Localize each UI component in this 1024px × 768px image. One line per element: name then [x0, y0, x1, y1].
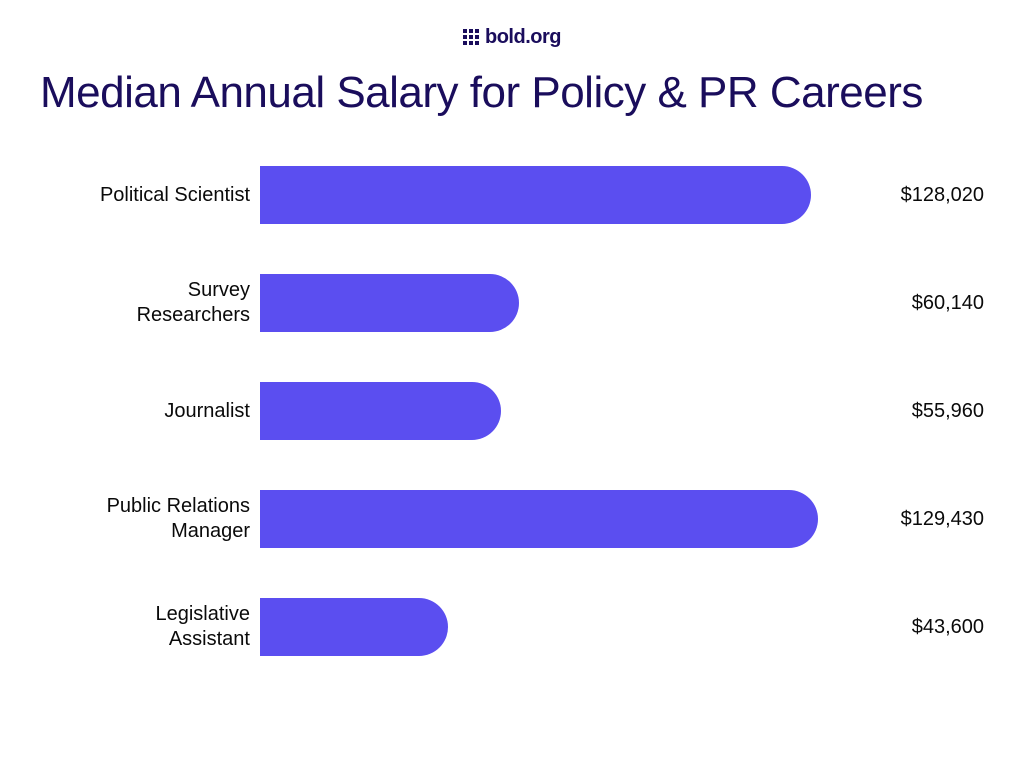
chart-row: Public Relations Manager $129,430	[80, 490, 984, 548]
bar	[260, 166, 811, 224]
bar-label: Political Scientist	[80, 183, 260, 208]
bar-track: $55,960	[260, 382, 984, 440]
logo-mark: bold.org	[463, 26, 561, 49]
bar-value: $43,600	[912, 616, 984, 639]
bar-label: Public Relations Manager	[80, 494, 260, 544]
bar-label: Survey Researchers	[80, 278, 260, 328]
bar-value: $55,960	[912, 400, 984, 423]
bar-value: $128,020	[901, 184, 984, 207]
bar	[260, 490, 818, 548]
chart-container: bold.org Median Annual Salary for Policy…	[0, 0, 1024, 746]
chart-row: Survey Researchers $60,140	[80, 274, 984, 332]
bar-track: $129,430	[260, 490, 984, 548]
chart-row: Journalist $55,960	[80, 382, 984, 440]
bar	[260, 598, 448, 656]
bar	[260, 274, 519, 332]
bar-track: $60,140	[260, 274, 984, 332]
chart-row: Legislative Assistant $43,600	[80, 598, 984, 656]
bar	[260, 382, 501, 440]
bar-label: Legislative Assistant	[80, 602, 260, 652]
bar-value: $60,140	[912, 292, 984, 315]
bar-track: $128,020	[260, 166, 984, 224]
bar-label: Journalist	[80, 399, 260, 424]
chart-title: Median Annual Salary for Policy & PR Car…	[40, 67, 984, 119]
bar-value: $129,430	[901, 508, 984, 531]
bar-track: $43,600	[260, 598, 984, 656]
chart-row: Political Scientist $128,020	[80, 166, 984, 224]
bar-chart: Political Scientist $128,020 Survey Resear…	[40, 166, 984, 656]
logo: bold.org	[40, 20, 984, 49]
logo-text: bold.org	[485, 26, 561, 49]
logo-grid-icon	[463, 29, 479, 45]
